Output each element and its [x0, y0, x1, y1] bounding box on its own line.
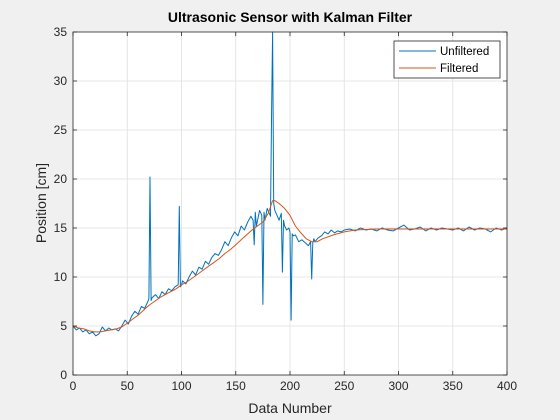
y-tick-label: 35 [54, 25, 68, 39]
x-tick-label: 150 [226, 379, 246, 393]
legend-label-unfiltered: Unfiltered [440, 46, 489, 58]
y-tick-label: 10 [54, 270, 68, 284]
legend: Unfiltered Filtered [393, 40, 501, 79]
grid [73, 32, 507, 375]
y-tick-label: 15 [54, 221, 68, 235]
x-tick-label: 50 [121, 379, 135, 393]
x-tick-label: 350 [443, 379, 463, 393]
x-tick-label: 200 [280, 379, 300, 393]
legend-label-filtered: Filtered [440, 63, 478, 75]
y-tick-label: 0 [60, 368, 67, 382]
x-tick-label: 100 [171, 379, 191, 393]
y-tick-label: 5 [60, 319, 67, 333]
x-tick-label: 0 [70, 379, 77, 393]
x-axis-label: Data Number [248, 400, 332, 416]
chart-title: Ultrasonic Sensor with Kalman Filter [168, 9, 413, 25]
y-tick-label: 30 [54, 74, 68, 88]
y-tick-label: 25 [54, 123, 68, 137]
x-tick-label: 300 [388, 379, 408, 393]
legend-box [393, 40, 501, 79]
x-tick-label: 400 [497, 379, 517, 393]
ticks: 0 50 100 150 200 250 300 350 400 0 5 10 15 20 25 30 35 [54, 25, 518, 393]
series-layer [72, 31, 508, 337]
x-tick-label: 250 [334, 379, 354, 393]
series-line-filtered [72, 200, 507, 333]
y-tick-label: 20 [54, 172, 68, 186]
y-axis-label: Position [cm] [33, 163, 49, 243]
